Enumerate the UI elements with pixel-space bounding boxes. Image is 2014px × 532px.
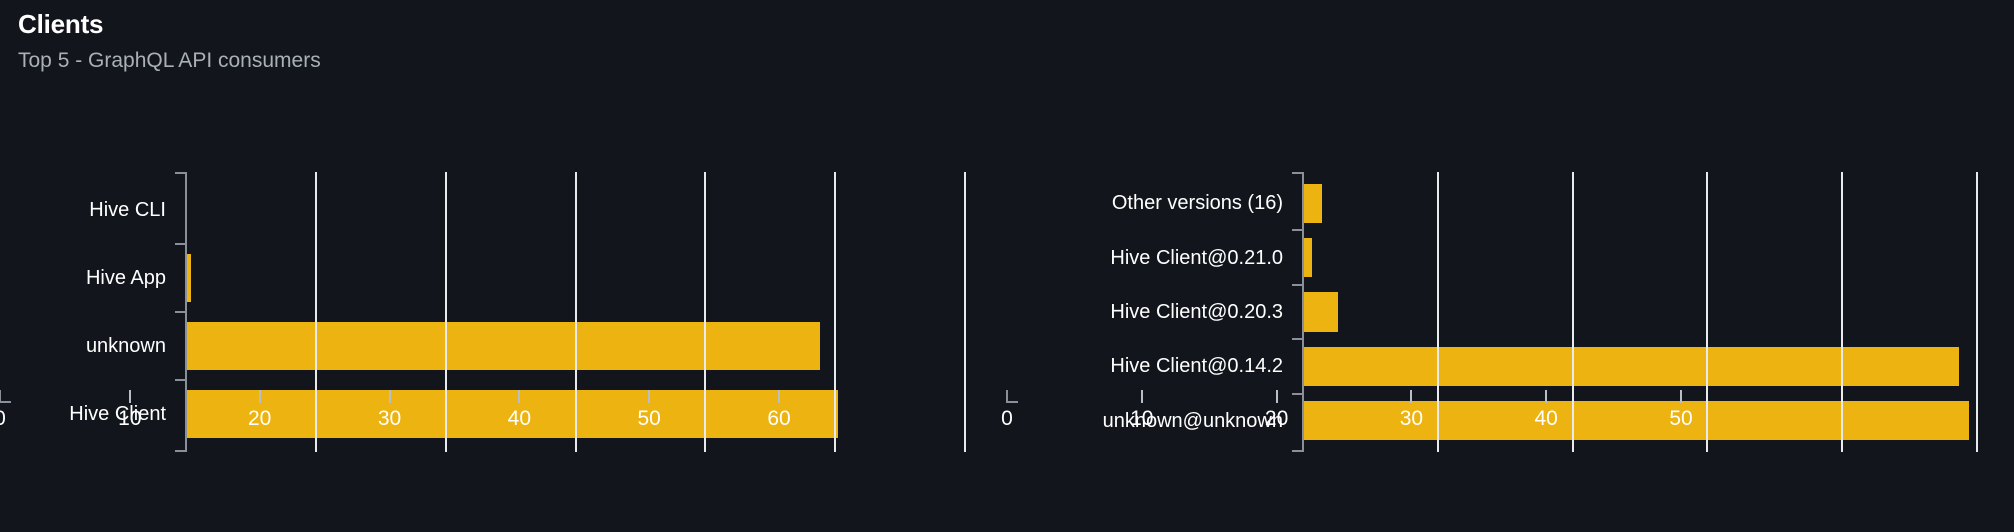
x-axis-tick <box>1680 390 1682 403</box>
x-axis: 0 10 20 30 40 50 <box>1001 390 2014 480</box>
y-axis-category-row: Hive Client@0.20.3 <box>1007 285 1293 339</box>
x-axis-tick <box>778 390 780 403</box>
x-axis-tick-label: 50 <box>637 407 661 430</box>
charts-container: Hive CLI Hive App unknown Hive Client 0 10 20… <box>0 118 2014 532</box>
x-axis-tick-label: 0 <box>0 408 6 429</box>
y-axis-category-row: Hive Client@0.14.2 <box>1007 339 1293 393</box>
y-axis-category-row: Hive Client@0.21.0 <box>1007 230 1293 284</box>
x-axis-tick-label: 10 <box>118 407 142 430</box>
x-axis-origin-corner <box>1006 390 1018 403</box>
bar-chart-clients-by-version[interactable]: Other versions (16) Hive Client@0.21.0 Hiv… <box>1001 118 2014 532</box>
y-axis-tick <box>1292 392 1304 395</box>
bar-row[interactable] <box>1303 176 1977 230</box>
x-axis-tick-label: 40 <box>1534 407 1558 430</box>
gridline <box>444 172 447 452</box>
gridline <box>1706 172 1709 452</box>
gridline <box>314 172 317 452</box>
y-axis-tick-label: Other versions (16) <box>1111 192 1283 215</box>
gridline <box>1841 172 1844 452</box>
gridline <box>704 172 707 452</box>
x-axis-tick <box>1545 390 1548 403</box>
x-axis: 0 10 20 30 40 50 60 <box>0 390 1007 480</box>
y-axis-category-row: unknown@unknown <box>1007 394 1293 448</box>
bar[interactable] <box>1303 183 1322 223</box>
x-axis-tick <box>258 390 261 403</box>
y-axis-end-cap <box>175 450 187 452</box>
bar[interactable] <box>186 389 838 439</box>
y-axis-category-row: unknown <box>0 312 176 380</box>
y-axis-tick <box>175 243 187 245</box>
bar-row[interactable] <box>1303 230 1977 284</box>
bar[interactable] <box>186 253 192 303</box>
x-axis-tick-label: 40 <box>507 407 532 430</box>
x-axis-tick-label: 0 <box>1001 407 1013 430</box>
bar-row[interactable] <box>1303 285 1977 339</box>
y-axis-tick <box>1292 229 1304 232</box>
y-axis-tick-label: Hive Client@0.14.2 <box>1110 355 1283 378</box>
x-axis-tick <box>1275 390 1278 403</box>
bar[interactable] <box>1303 292 1339 332</box>
y-axis-end-cap <box>1292 172 1304 174</box>
x-axis-tick-label: 30 <box>1399 407 1424 430</box>
gridline <box>574 172 577 452</box>
x-axis-tick <box>388 390 391 403</box>
x-axis-tick <box>648 390 651 403</box>
x-axis-tick <box>518 390 521 403</box>
bar-row[interactable] <box>1303 339 1977 393</box>
bar-row[interactable] <box>186 380 965 448</box>
y-axis-tick <box>175 311 187 313</box>
panel-header: Clients Top 5 - GraphQL API consumers <box>18 8 321 76</box>
bar[interactable] <box>1303 346 1960 386</box>
plot-area <box>175 172 966 452</box>
bar-chart-clients-by-name[interactable]: Hive CLI Hive App unknown Hive Client 0 10 20… <box>0 118 1007 532</box>
gridline <box>964 172 966 452</box>
x-axis-tick-label: 30 <box>377 407 402 430</box>
x-axis-tick-label: 50 <box>1669 407 1693 430</box>
x-axis-tick-label: 60 <box>767 407 791 430</box>
y-axis-category-row: Hive App <box>0 244 176 312</box>
y-axis-end-cap <box>175 172 187 174</box>
gridline <box>834 172 837 452</box>
y-axis-tick-label: Hive Client@0.20.3 <box>1110 300 1283 323</box>
bar-row[interactable] <box>186 312 965 380</box>
y-axis-tick-label: unknown@unknown <box>1102 409 1283 432</box>
y-axis-end-cap <box>1292 450 1304 452</box>
gridline <box>1436 172 1439 452</box>
y-axis-tick-label: Hive CLI <box>89 199 166 221</box>
y-axis-spine <box>1302 172 1304 452</box>
bar[interactable] <box>1303 401 1969 441</box>
bar-row[interactable] <box>1303 394 1977 448</box>
bar-row[interactable] <box>186 244 965 312</box>
gridline <box>1571 172 1574 452</box>
y-axis-category-row: Other versions (16) <box>1007 176 1293 230</box>
plot-area <box>1292 172 1978 452</box>
x-axis-origin-corner <box>0 390 11 403</box>
y-axis-tick <box>1292 283 1304 286</box>
x-axis-tick-label: 10 <box>1130 407 1154 430</box>
y-axis-tick <box>1292 338 1304 341</box>
y-axis-tick-label: Hive App <box>85 267 166 289</box>
x-axis-tick <box>1140 390 1143 403</box>
y-axis-category-row: Hive Client <box>0 380 176 448</box>
bars-group <box>1303 176 1977 448</box>
x-axis-tick-label: 20 <box>247 407 272 430</box>
y-axis-category-labels: Other versions (16) Hive Client@0.21.0 Hiv… <box>1007 176 1293 448</box>
bar[interactable] <box>1303 238 1313 278</box>
y-axis-tick-label: unknown <box>85 335 166 357</box>
bars-group <box>186 176 965 448</box>
page-title: Clients <box>18 9 104 39</box>
y-axis-category-labels: Hive CLI Hive App unknown Hive Client <box>0 176 176 448</box>
y-axis-tick <box>175 379 187 381</box>
bar[interactable] <box>186 321 820 371</box>
y-axis-tick-label: Hive Client <box>69 403 166 425</box>
gridline <box>1976 172 1978 452</box>
y-axis-category-row: Hive CLI <box>0 176 176 244</box>
x-axis-tick <box>128 390 131 403</box>
x-axis-tick-label: 20 <box>1264 407 1289 430</box>
x-axis-tick <box>1410 390 1413 403</box>
panel-subtitle: Top 5 - GraphQL API consumers <box>18 49 321 72</box>
y-axis-tick-label: Hive Client@0.21.0 <box>1110 246 1283 269</box>
